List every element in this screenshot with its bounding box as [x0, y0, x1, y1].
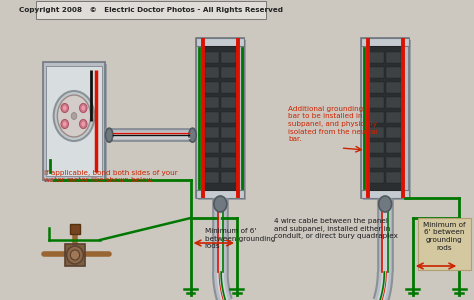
Bar: [205, 172, 219, 183]
Bar: [205, 52, 219, 63]
Ellipse shape: [80, 103, 87, 112]
Bar: [369, 157, 384, 168]
Bar: [369, 112, 384, 123]
Bar: [205, 127, 219, 138]
Bar: [386, 157, 401, 168]
Bar: [418, 218, 471, 270]
Ellipse shape: [61, 119, 68, 128]
Bar: [36, 1, 265, 19]
Bar: [386, 97, 401, 108]
Ellipse shape: [54, 91, 94, 141]
Bar: [221, 67, 236, 78]
Ellipse shape: [379, 196, 392, 212]
Ellipse shape: [189, 128, 196, 142]
Bar: [196, 38, 245, 46]
Bar: [205, 82, 219, 93]
Ellipse shape: [106, 128, 113, 142]
Bar: [386, 52, 401, 63]
Ellipse shape: [81, 105, 86, 111]
Bar: [386, 172, 401, 183]
Ellipse shape: [57, 95, 91, 137]
Bar: [386, 82, 401, 93]
Bar: [70, 224, 80, 234]
Bar: [43, 62, 106, 180]
Text: Minimum of
6' between
grounding
rods: Minimum of 6' between grounding rods: [423, 222, 465, 250]
Bar: [386, 112, 401, 123]
Bar: [45, 64, 107, 182]
Bar: [198, 40, 246, 200]
Bar: [221, 172, 236, 183]
Text: 4 wire cable between the panel
and subpanel, installed either in
conduit, or dir: 4 wire cable between the panel and subpa…: [274, 218, 398, 239]
Bar: [221, 97, 236, 108]
Text: Minimum of 6'
between grounding
rods: Minimum of 6' between grounding rods: [205, 228, 275, 249]
Bar: [361, 38, 409, 46]
Bar: [369, 142, 384, 153]
Bar: [46, 66, 102, 176]
Bar: [205, 142, 219, 153]
Text: Additional grounding
bar to be installed in
subpanel, and physically
isolated fr: Additional grounding bar to be installed…: [288, 106, 378, 142]
Bar: [205, 112, 219, 123]
Bar: [221, 127, 236, 138]
Bar: [65, 244, 85, 266]
Bar: [221, 142, 236, 153]
Bar: [361, 38, 409, 198]
Bar: [204, 46, 237, 190]
Bar: [369, 52, 384, 63]
Bar: [221, 112, 236, 123]
Ellipse shape: [67, 246, 83, 264]
Bar: [196, 190, 245, 198]
Bar: [221, 82, 236, 93]
Ellipse shape: [61, 103, 68, 112]
Bar: [361, 190, 409, 198]
Bar: [386, 127, 401, 138]
Bar: [221, 157, 236, 168]
Ellipse shape: [63, 105, 67, 111]
Bar: [363, 40, 411, 200]
Bar: [196, 38, 245, 198]
Bar: [205, 67, 219, 78]
Bar: [386, 142, 401, 153]
Ellipse shape: [63, 121, 67, 127]
Bar: [369, 97, 384, 108]
Bar: [205, 97, 219, 108]
Text: Copyright 2008   ©   Electric Doctor Photos - All Rights Reserved: Copyright 2008 © Electric Doctor Photos …: [19, 7, 283, 13]
Ellipse shape: [81, 121, 86, 127]
Bar: [368, 46, 402, 190]
Ellipse shape: [71, 112, 77, 119]
Text: If applicable, bond both sides of your
water meter like shown below.: If applicable, bond both sides of your w…: [45, 170, 178, 184]
Ellipse shape: [70, 250, 80, 260]
Bar: [369, 67, 384, 78]
Bar: [369, 82, 384, 93]
Bar: [205, 157, 219, 168]
Bar: [369, 127, 384, 138]
Bar: [369, 172, 384, 183]
Bar: [386, 67, 401, 78]
Bar: [221, 52, 236, 63]
Ellipse shape: [80, 119, 87, 128]
Ellipse shape: [214, 196, 227, 212]
